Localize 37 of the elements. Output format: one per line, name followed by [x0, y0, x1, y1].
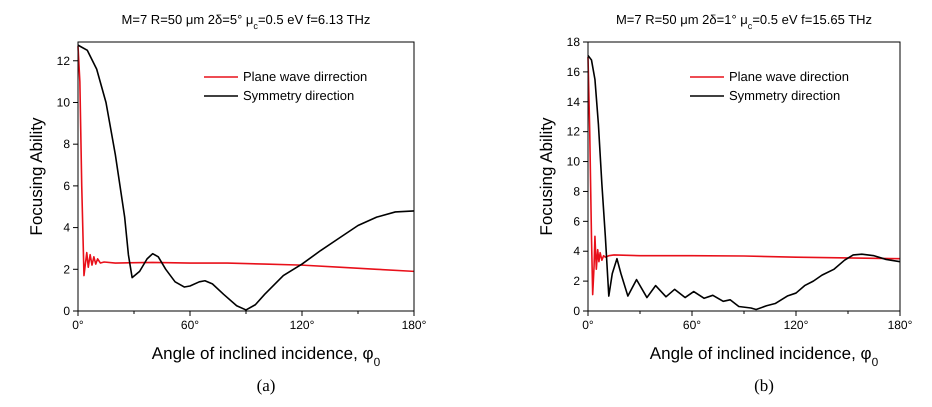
- y-tick-label: 4: [63, 220, 70, 235]
- y-tick-label: 16: [566, 64, 580, 79]
- x-axis-title: Angle of inclined incidence, φ$_{0}$: [650, 344, 879, 369]
- legend-label: Symmetry direction: [243, 88, 354, 103]
- x-tick-label: 0°: [72, 318, 84, 332]
- x-tick-label: 0°: [582, 318, 594, 332]
- x-tick-label: 120°: [784, 318, 809, 332]
- y-tick-label: 0: [63, 304, 70, 318]
- y-tick-label: 0: [573, 304, 580, 318]
- x-tick-label: 60°: [180, 318, 200, 332]
- y-tick-label: 8: [63, 137, 70, 152]
- y-tick-label: 6: [573, 214, 580, 228]
- x-tick-label: 180°: [888, 318, 913, 332]
- text: (b): [754, 376, 774, 395]
- legend-label: Plane wave direction: [729, 69, 849, 84]
- y-axis-title: Focusing Ability: [537, 116, 556, 236]
- y-axis-title: Focusing Ability: [27, 116, 46, 236]
- y-tick-label: 18: [566, 35, 580, 49]
- y-tick-label: 8: [573, 184, 580, 198]
- legend-label: Plane wave dirrection: [243, 69, 368, 84]
- y-tick-label: 2: [63, 262, 70, 276]
- y-tick-label: 4: [573, 244, 580, 258]
- x-tick-label: 180°: [402, 318, 427, 332]
- legend-label: Symmetry direction: [729, 88, 840, 103]
- chart-title: M=7 R=50 μm 2δ=5° μ$_{c}$=0.5 eV f=6.13 THz: [122, 12, 370, 31]
- y-tick-label: 2: [573, 274, 580, 288]
- x-tick-label: 60°: [682, 318, 702, 332]
- y-tick-label: 10: [56, 95, 70, 110]
- x-axis-title: Angle of inclined incidence, φ$_{0}$: [152, 344, 381, 369]
- x-tick-label: 120°: [290, 318, 315, 332]
- chart-title: M=7 R=50 μm 2δ=1° μ$_{c}$=0.5 eV f=15.65 THz: [616, 12, 872, 31]
- y-tick-label: 10: [566, 154, 580, 169]
- y-tick-label: 12: [566, 124, 580, 139]
- y-tick-label: 12: [56, 54, 70, 68]
- y-tick-label: 6: [63, 178, 70, 193]
- text: (a): [256, 376, 276, 395]
- y-tick-label: 14: [566, 94, 580, 109]
